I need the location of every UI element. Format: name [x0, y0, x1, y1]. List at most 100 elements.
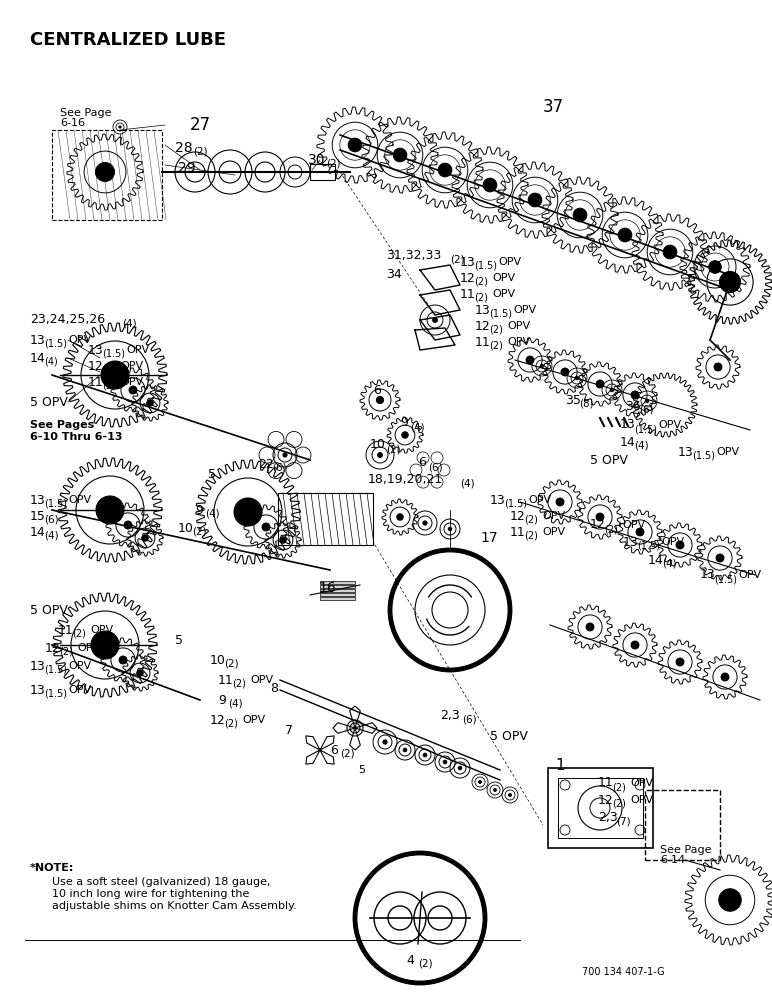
Text: 12: 12 [88, 360, 103, 372]
Text: 22: 22 [258, 458, 274, 471]
Text: (1.5): (1.5) [504, 499, 527, 509]
Text: 9: 9 [218, 694, 226, 706]
Circle shape [119, 656, 127, 664]
Text: 10 inch long wire for tightening the: 10 inch long wire for tightening the [52, 889, 249, 899]
Circle shape [720, 271, 740, 292]
Text: 6: 6 [373, 383, 381, 396]
Text: OPV: OPV [68, 661, 91, 671]
Bar [310, 164, 335, 180]
Circle shape [354, 726, 357, 730]
Text: 29: 29 [178, 161, 195, 175]
Text: 14: 14 [30, 352, 46, 364]
Bar [320, 593, 355, 596]
Text: 9: 9 [400, 416, 408, 430]
Text: 9: 9 [195, 504, 203, 516]
Text: (1.5): (1.5) [44, 689, 67, 699]
Bar [548, 768, 653, 848]
Circle shape [449, 527, 452, 531]
Circle shape [676, 541, 684, 549]
Circle shape [631, 391, 639, 399]
Circle shape [137, 670, 144, 676]
Circle shape [383, 740, 387, 744]
Circle shape [234, 498, 262, 526]
Text: (2): (2) [72, 629, 86, 639]
Text: 10: 10 [178, 522, 194, 534]
Text: 13: 13 [30, 660, 46, 672]
Circle shape [459, 766, 462, 770]
Text: See Page: See Page [660, 845, 712, 855]
Circle shape [403, 748, 407, 752]
Text: 31,32,33: 31,32,33 [386, 248, 442, 261]
Circle shape [262, 523, 270, 531]
Text: OPV: OPV [492, 289, 515, 299]
Text: 12: 12 [45, 642, 61, 654]
Text: OPV: OPV [507, 321, 530, 331]
Text: 13: 13 [88, 344, 103, 357]
Text: (4): (4) [460, 479, 475, 489]
Circle shape [714, 363, 722, 371]
Circle shape [509, 794, 512, 796]
Text: OPV: OPV [507, 337, 530, 347]
Text: 17: 17 [480, 531, 498, 545]
Text: OPV: OPV [77, 643, 100, 653]
Text: (2): (2) [612, 782, 626, 792]
Text: OPV: OPV [120, 377, 143, 387]
Text: OPV: OPV [528, 495, 551, 505]
Text: 10: 10 [210, 654, 226, 666]
Circle shape [483, 178, 497, 192]
Text: (4): (4) [205, 509, 219, 519]
Text: (7): (7) [616, 816, 631, 826]
Text: 35: 35 [565, 393, 581, 406]
Text: 13: 13 [700, 568, 716, 582]
Text: 5 OPV: 5 OPV [30, 395, 68, 408]
Text: (1.5): (1.5) [489, 309, 512, 319]
Text: 13: 13 [30, 493, 46, 506]
Text: (2): (2) [386, 444, 401, 454]
Text: See Page: See Page [60, 108, 111, 118]
Text: 18,19,20,21: 18,19,20,21 [368, 474, 443, 487]
Circle shape [663, 245, 677, 259]
Circle shape [719, 889, 741, 911]
Text: (4): (4) [44, 531, 59, 541]
Text: (1.5): (1.5) [44, 339, 67, 349]
Text: (2): (2) [418, 959, 432, 969]
Bar [320, 597, 355, 600]
Text: 6-10 Thru 6-13: 6-10 Thru 6-13 [30, 432, 123, 442]
Text: (2): (2) [192, 527, 207, 537]
Text: 11: 11 [510, 526, 526, 538]
Text: 13: 13 [475, 304, 491, 316]
Bar [52, 130, 162, 220]
Text: (2): (2) [474, 293, 488, 303]
Circle shape [438, 163, 452, 177]
Text: (1.5): (1.5) [102, 349, 125, 359]
Text: OPV: OPV [658, 420, 681, 430]
Text: 4: 4 [406, 954, 414, 966]
Text: (2): (2) [224, 659, 239, 669]
Text: (1.5): (1.5) [637, 541, 660, 551]
Circle shape [528, 193, 542, 207]
Text: OPV: OPV [68, 685, 91, 695]
Text: (1.5): (1.5) [692, 451, 715, 461]
Circle shape [96, 162, 114, 182]
Text: 14: 14 [620, 436, 636, 448]
Bar [558, 778, 643, 838]
Text: 8: 8 [270, 682, 278, 694]
Circle shape [423, 753, 427, 757]
Bar [278, 493, 373, 545]
Text: (1.5): (1.5) [634, 424, 657, 434]
Text: 5: 5 [175, 634, 183, 647]
Text: (2): (2) [604, 524, 618, 534]
Circle shape [610, 388, 614, 392]
Text: OPV: OPV [738, 570, 761, 580]
Text: 2,3: 2,3 [598, 810, 618, 824]
Circle shape [618, 228, 631, 242]
Text: 30: 30 [308, 153, 326, 167]
Text: 6: 6 [330, 744, 338, 756]
Text: 1: 1 [555, 758, 564, 772]
Text: 37: 37 [543, 98, 564, 116]
Text: (6): (6) [44, 515, 59, 525]
Bar [320, 589, 355, 592]
Text: 34: 34 [386, 267, 401, 280]
Text: Use a soft steel (galvanized) 18 gauge,: Use a soft steel (galvanized) 18 gauge, [52, 877, 270, 887]
Text: 12: 12 [590, 518, 606, 532]
